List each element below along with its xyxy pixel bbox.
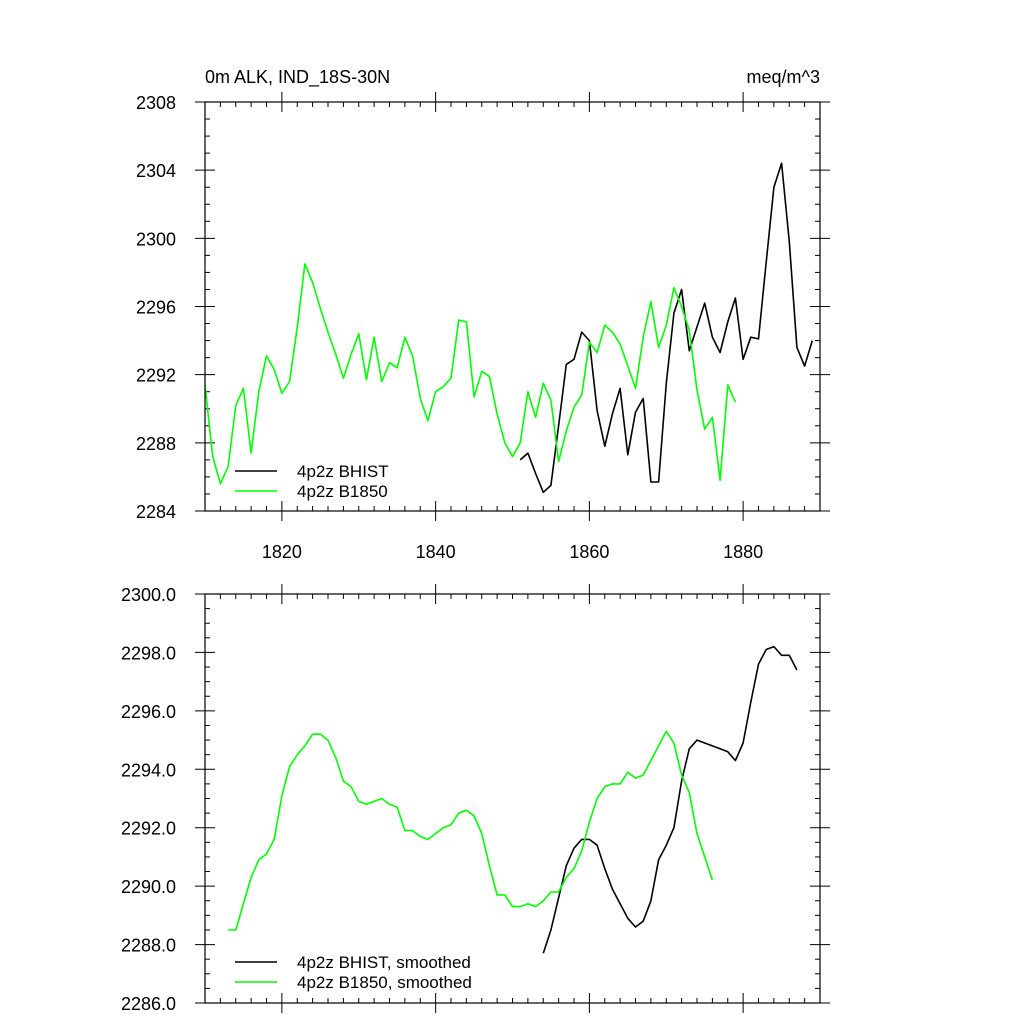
y-tick-label: 2288.0 <box>121 936 176 956</box>
series-line-4p2z-bhist <box>519 162 814 494</box>
bottom-panel: 2286.0 2288.0 2290.0 2292.0 2294.0 2296.0 2298… <box>121 584 830 1014</box>
y-tick-label: 2290.0 <box>121 877 176 897</box>
y-tick-label: 2294.0 <box>121 760 176 780</box>
y-tick-label: 2296.0 <box>121 702 176 722</box>
y-tick-label: 2288 <box>136 434 176 454</box>
y-tick-label: 2300 <box>136 229 176 249</box>
y-tick-label: 2284 <box>136 502 176 522</box>
series-line-4p2z-bhist-smoothed <box>542 645 798 954</box>
y-tick-label: 2296 <box>136 298 176 318</box>
x-tick-label: 1880 <box>723 542 763 562</box>
series-line-4p2z-b1850 <box>204 263 737 485</box>
series-line-4p2z-b1850-smoothed <box>228 730 714 931</box>
top-legend: 4p2z BHIST 4p2z B1850 <box>235 462 389 501</box>
top-panel-title: 0m ALK, IND_18S-30N <box>205 67 390 88</box>
bottom-legend: 4p2z BHIST, smoothed 4p2z B1850, smoothe… <box>235 953 472 992</box>
legend-label-bhist-smoothed: 4p2z BHIST, smoothed <box>297 953 471 972</box>
legend-label-b1850: 4p2z B1850 <box>297 482 388 501</box>
y-tick-label: 2300.0 <box>121 585 176 605</box>
legend-label-bhist: 4p2z BHIST <box>297 462 389 481</box>
y-tick-label: 2292.0 <box>121 819 176 839</box>
top-panel: 1820 1840 1860 1880 2284 2288 2292 2296 2300 2304… <box>136 92 830 562</box>
y-tick-label: 2292 <box>136 366 176 386</box>
y-tick-label: 2286.0 <box>121 994 176 1014</box>
top-panel-units: meq/m^3 <box>747 67 820 87</box>
x-tick-label: 1820 <box>262 542 302 562</box>
y-tick-label: 2298.0 <box>121 643 176 663</box>
y-tick-label: 2308 <box>136 93 176 113</box>
x-tick-label: 1840 <box>416 542 456 562</box>
legend-label-b1850-smoothed: 4p2z B1850, smoothed <box>297 973 472 992</box>
plot-frame <box>204 101 821 512</box>
y-tick-label: 2304 <box>136 161 176 181</box>
x-tick-label: 1860 <box>569 542 609 562</box>
plot-frame <box>204 593 821 1004</box>
